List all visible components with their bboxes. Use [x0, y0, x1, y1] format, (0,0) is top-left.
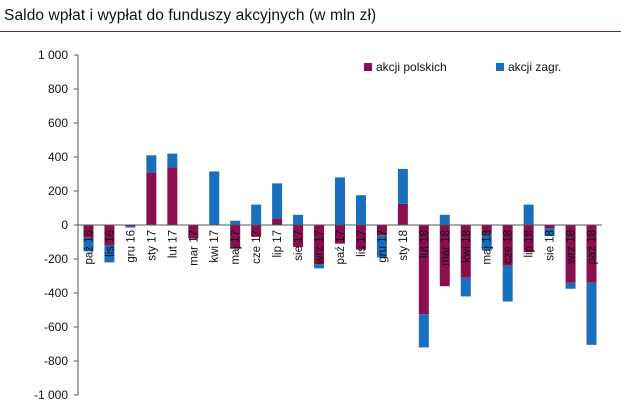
bar-polish-0 — [83, 225, 94, 238]
x-tick-label: kwi 18 — [461, 230, 473, 263]
legend-swatch-foreign — [496, 63, 504, 71]
bar-foreign-16 — [418, 314, 429, 348]
bar-foreign-1 — [104, 245, 115, 263]
y-tick-label: -600 — [44, 320, 68, 334]
x-tick-label: wrz 18 — [566, 230, 578, 265]
bar-polish-24 — [586, 225, 597, 283]
x-tick-label: sty 18 — [398, 230, 410, 261]
chart-title: Saldo wpłat i wypłat do funduszy akcyjny… — [4, 7, 377, 24]
y-tick-label: 200 — [48, 184, 68, 198]
y-tick-label: 600 — [48, 116, 68, 130]
bar-foreign-7 — [230, 220, 241, 225]
bar-foreign-17 — [439, 214, 450, 225]
bar-polish-4 — [167, 167, 178, 225]
x-tick-label: sie 17 — [293, 230, 305, 261]
x-tick-label: sie 18 — [545, 230, 557, 261]
y-tick-label: -400 — [44, 286, 68, 300]
bar-foreign-15 — [397, 168, 408, 204]
y-tick-label: 1 000 — [38, 48, 68, 62]
x-tick-label: lis 16 — [104, 230, 116, 257]
x-tick-label: lip 17 — [272, 230, 284, 258]
legend-swatch-polish — [364, 63, 372, 71]
bar-foreign-4 — [167, 153, 178, 168]
bar-polish-9 — [272, 218, 283, 225]
x-tick-label: gru 16 — [125, 230, 137, 263]
bar-foreign-0 — [83, 237, 94, 252]
bar-polish-8 — [251, 225, 262, 237]
bar-polish-11 — [314, 225, 325, 265]
bar-foreign-19 — [481, 233, 492, 251]
bar-foreign-3 — [146, 155, 157, 173]
y-tick-labels: 1 000 800 600 400 200 0 -200 -400 -600 -800 -1 000 — [34, 48, 78, 402]
y-tick-label: 400 — [48, 150, 68, 164]
bar-polish-15 — [397, 203, 408, 225]
bar-polish-2 — [125, 225, 136, 227]
bar-polish-13 — [355, 225, 366, 250]
x-tick-label: cze 17 — [251, 230, 263, 264]
y-tick-label: 800 — [48, 82, 68, 96]
x-tick-label: paź 16 — [83, 230, 95, 265]
x-tick-label: gru 17 — [377, 230, 389, 263]
legend: akcji polskich akcji zagr. — [364, 60, 561, 74]
x-tick-label: mar 17 — [188, 230, 200, 266]
x-tick-label: cze 18 — [503, 230, 515, 264]
x-tick-label: sty 17 — [146, 230, 158, 261]
x-tick-labels: paź 16 lis 16 gru 16 sty 17 lut 17 mar 17 kwi … — [83, 230, 598, 266]
legend-label-foreign: akcji zagr. — [508, 60, 561, 74]
bar-polish-21 — [523, 225, 534, 253]
x-tick-label: mar 18 — [440, 230, 452, 266]
bar-polish-14 — [376, 225, 387, 236]
y-tick-label: -200 — [44, 252, 68, 266]
x-tick-label: kwi 17 — [209, 230, 221, 263]
bar-polish-10 — [293, 225, 304, 248]
bar-polish-16 — [418, 225, 429, 315]
bar-polish-20 — [502, 225, 513, 266]
x-tick-label: paź 17 — [335, 230, 347, 265]
bar-polish-12 — [335, 225, 345, 244]
bar-foreign-12 — [335, 177, 345, 225]
x-tick-label: wrz 17 — [314, 230, 326, 265]
bar-foreign-22 — [544, 228, 555, 237]
x-tick-label: maj 18 — [482, 230, 494, 265]
bar-polish-17 — [439, 225, 450, 287]
bar-foreign-18 — [460, 277, 471, 297]
bar-polish-3 — [146, 172, 157, 225]
bar-foreign-20 — [502, 265, 513, 302]
y-tick-label: 0 — [61, 218, 68, 232]
bar-foreign-14 — [376, 235, 387, 258]
bar-polish-1 — [104, 225, 115, 246]
bar-foreign-6 — [209, 171, 220, 225]
bar-foreign-9 — [272, 183, 283, 219]
bar-foreign-2 — [125, 226, 136, 228]
bar-foreign-11 — [314, 264, 325, 269]
bar-foreign-8 — [251, 204, 262, 225]
bar-foreign-23 — [565, 282, 576, 289]
x-tick-label: paź 18 — [587, 230, 599, 265]
bar-polish-22 — [544, 225, 555, 229]
x-tick-label: maj 17 — [230, 230, 242, 265]
x-tick-label: lut 18 — [419, 230, 431, 258]
bar-polish-7 — [230, 225, 241, 249]
bar-polish-18 — [460, 225, 471, 278]
x-tick-label: lip 18 — [524, 230, 536, 258]
bars-group — [83, 153, 597, 348]
bar-foreign-13 — [355, 195, 366, 225]
y-tick-label: -800 — [44, 354, 68, 368]
bar-foreign-10 — [293, 214, 304, 225]
legend-label-polish: akcji polskich — [376, 60, 447, 74]
y-tick-label: -1 000 — [34, 388, 68, 402]
bar-foreign-21 — [523, 204, 534, 225]
bar-polish-23 — [565, 225, 576, 283]
bar-polish-5 — [188, 225, 199, 239]
x-tick-label: lis 17 — [356, 230, 368, 257]
bar-polish-19 — [481, 225, 492, 234]
title-underline — [0, 31, 621, 32]
bar-foreign-24 — [586, 282, 597, 345]
axes-group — [77, 55, 602, 395]
x-tick-label: lut 17 — [167, 230, 179, 258]
